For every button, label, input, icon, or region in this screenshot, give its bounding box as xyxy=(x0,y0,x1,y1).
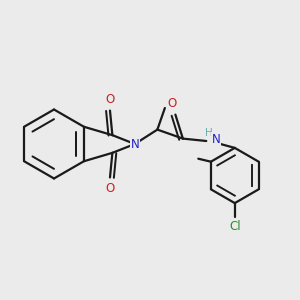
Text: H: H xyxy=(206,128,213,138)
Text: O: O xyxy=(105,93,115,106)
Text: O: O xyxy=(168,97,177,110)
Text: Cl: Cl xyxy=(229,220,241,233)
Text: O: O xyxy=(105,182,115,195)
Text: N: N xyxy=(212,133,220,146)
Text: N: N xyxy=(130,137,139,151)
